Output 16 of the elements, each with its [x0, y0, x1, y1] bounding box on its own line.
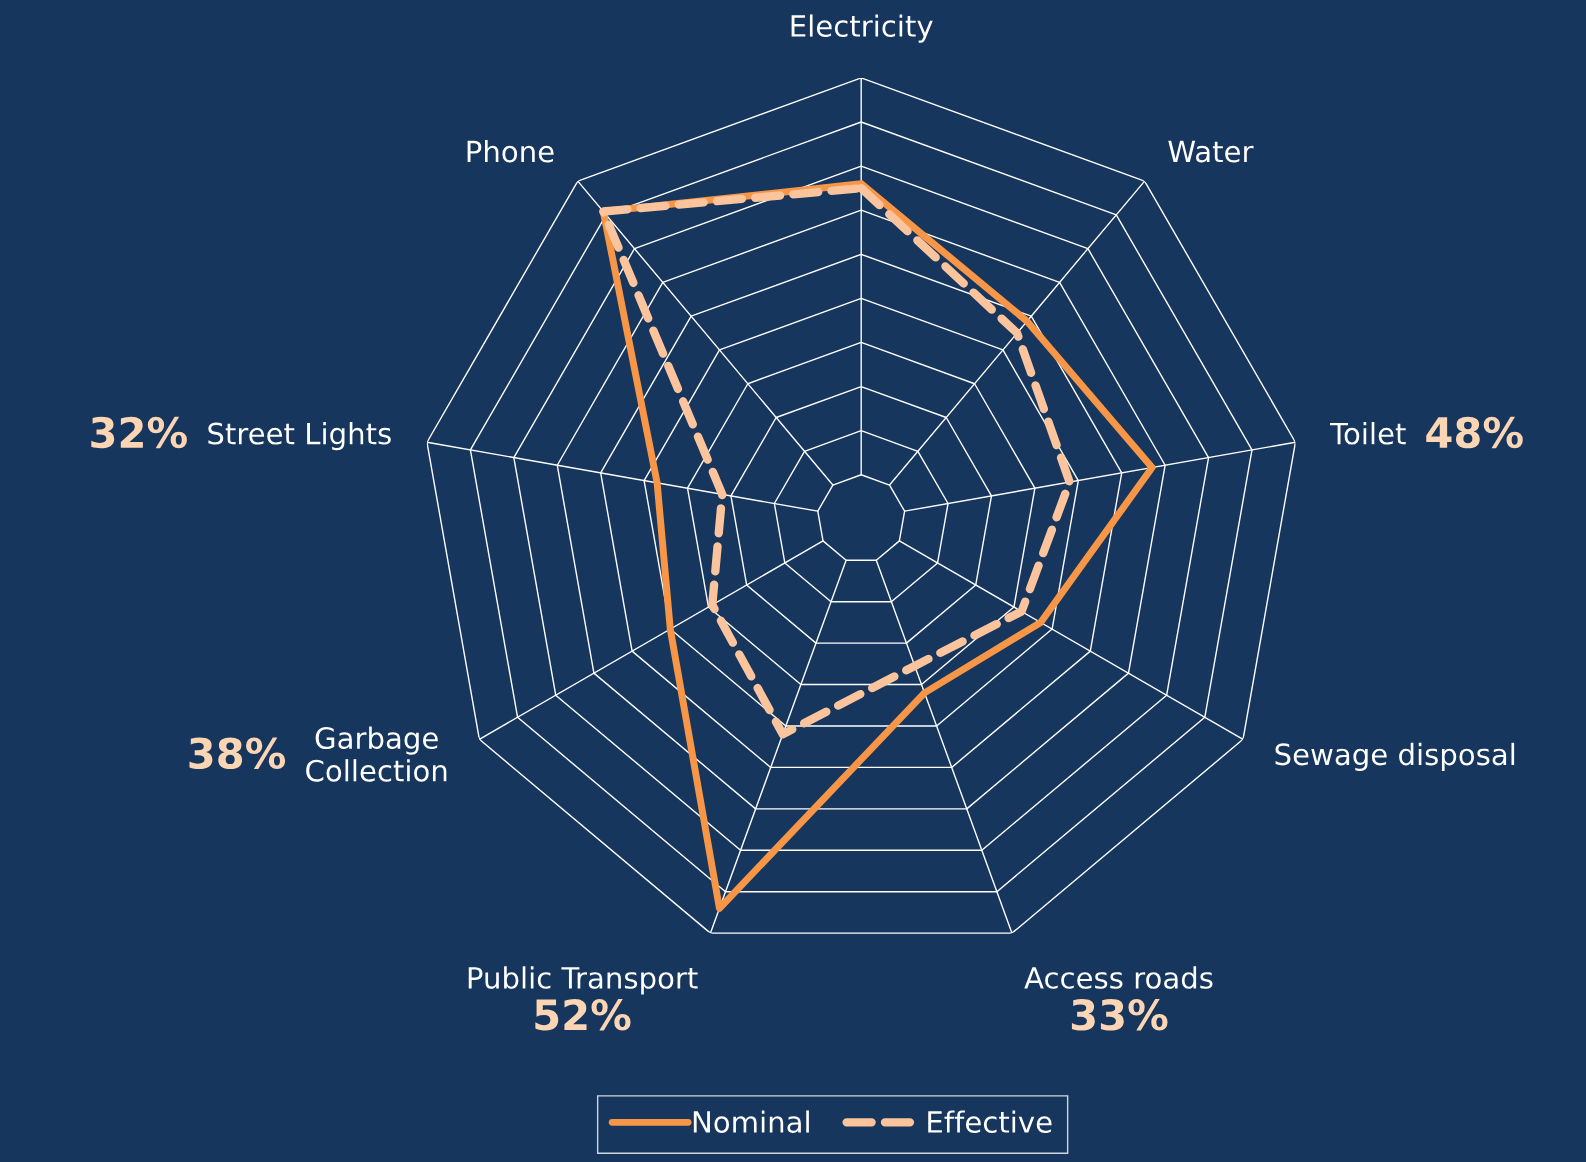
- spoke-label: Public Transport: [468, 966, 698, 995]
- spoke-label: Phone: [467, 139, 554, 163]
- spoke-label: Electricity: [791, 14, 933, 43]
- text: 52%: [535, 999, 631, 1031]
- text: 33%: [1071, 999, 1168, 1031]
- spoke-label: Sewage disposal: [1275, 742, 1515, 772]
- legend-label: Nominal: [693, 1110, 809, 1133]
- spoke-label: Garbage Collection: [306, 726, 447, 782]
- text: 38%: [189, 737, 286, 770]
- text: 48%: [1426, 416, 1523, 449]
- spoke-label: Street Lights: [208, 422, 391, 451]
- spoke-label: Access roads: [1024, 966, 1213, 989]
- spoke-label: Toilet: [1330, 422, 1406, 445]
- text: 32%: [91, 416, 187, 449]
- spoke-label: Water: [1168, 140, 1254, 163]
- legend-label: Effective: [928, 1110, 1052, 1133]
